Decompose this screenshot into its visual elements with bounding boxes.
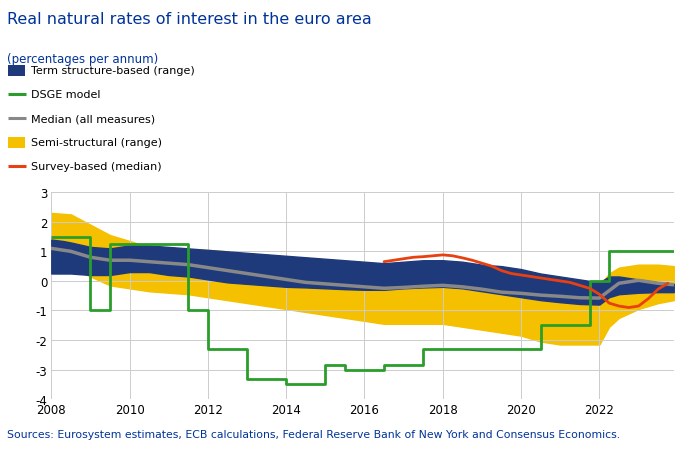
Text: Survey-based (median): Survey-based (median) — [31, 162, 161, 172]
Text: Sources: Eurosystem estimates, ECB calculations, Federal Reserve Bank of New Yor: Sources: Eurosystem estimates, ECB calcu… — [7, 429, 620, 439]
Text: (percentages per annum): (percentages per annum) — [7, 53, 158, 66]
Text: DSGE model: DSGE model — [31, 90, 101, 100]
Text: Semi-structural (range): Semi-structural (range) — [31, 138, 162, 148]
Text: Real natural rates of interest in the euro area: Real natural rates of interest in the eu… — [7, 11, 371, 27]
Text: Median (all measures): Median (all measures) — [31, 114, 155, 124]
Text: Term structure-based (range): Term structure-based (range) — [31, 66, 194, 76]
